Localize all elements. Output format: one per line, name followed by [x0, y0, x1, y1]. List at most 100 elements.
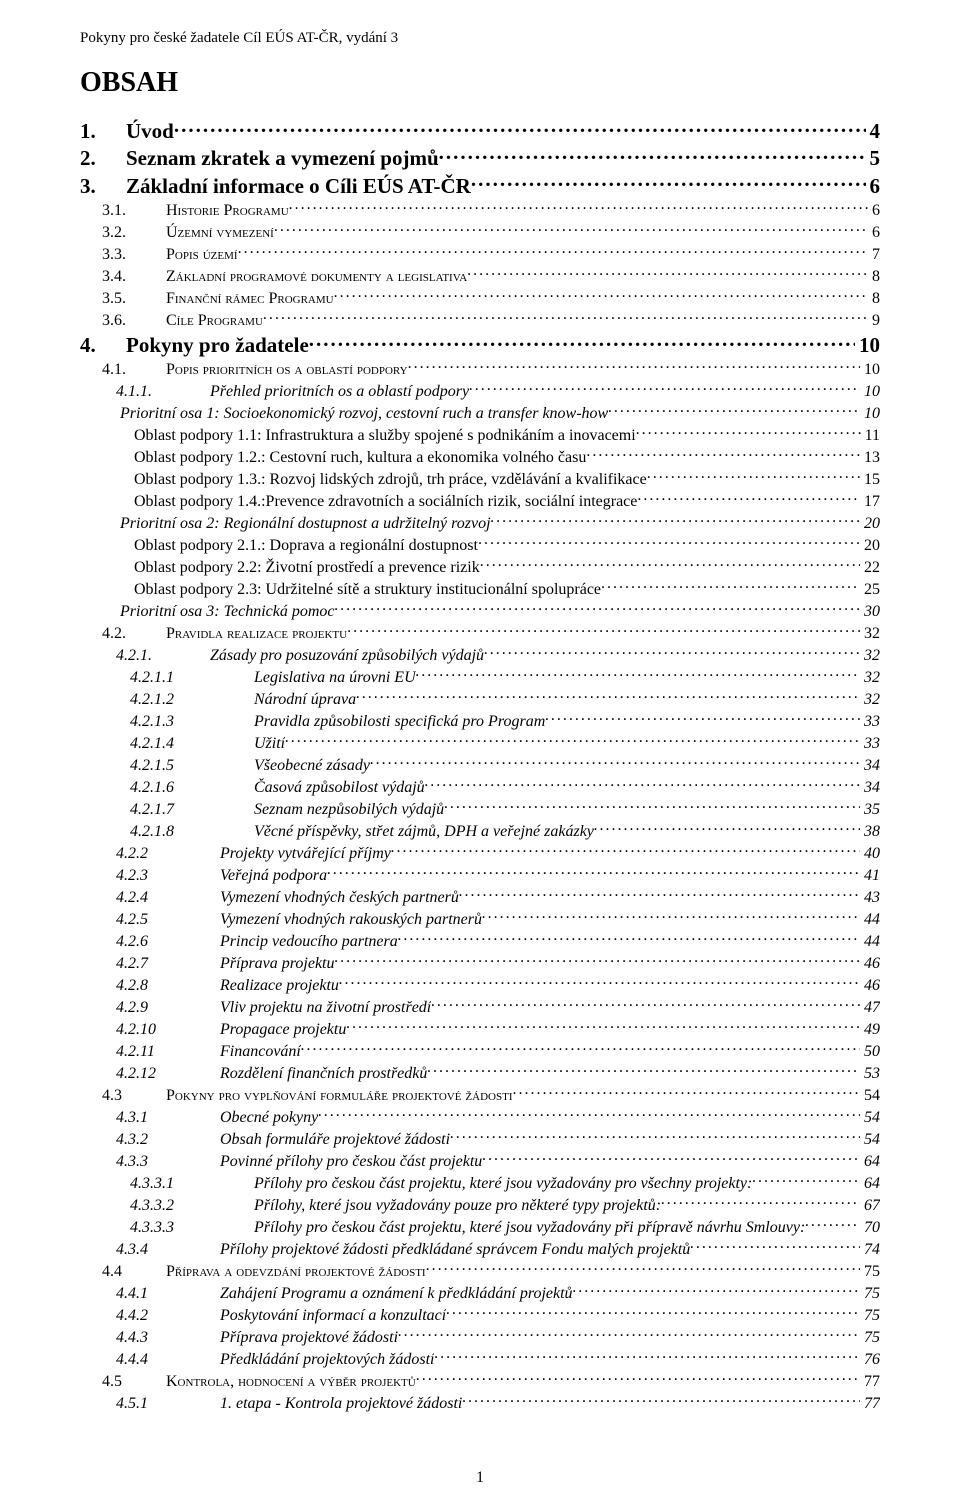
toc-leader-dots	[513, 1084, 861, 1100]
table-of-contents: 1.Úvod42.Seznam zkratek a vymezení pojmů…	[80, 117, 880, 1414]
toc-entry-page: 11	[861, 426, 880, 446]
toc-entry-page: 47	[860, 998, 880, 1018]
toc-leader-dots	[327, 864, 860, 880]
toc-leader-dots	[491, 512, 860, 528]
toc-entry-page: 17	[860, 492, 880, 512]
toc-entry-page: 74	[860, 1240, 880, 1260]
toc-entry-page: 75	[860, 1306, 880, 1326]
toc-entry-page: 10	[855, 332, 880, 358]
toc-leader-dots	[274, 221, 868, 237]
toc-entry-page: 7	[868, 245, 880, 265]
toc-entry: 4.3.3Povinné přílohy pro českou část pro…	[80, 1150, 880, 1172]
toc-leader-dots	[482, 1150, 860, 1166]
toc-entry-number: 4.4.1	[80, 1284, 216, 1304]
toc-leader-dots	[285, 732, 860, 748]
toc-entry-page: 44	[860, 932, 880, 952]
toc-entry: 4.2.5Vymezení vhodných rakouských partne…	[80, 908, 880, 930]
toc-entry-label: Popis prioritních os a oblastí podpory	[162, 360, 408, 380]
toc-leader-dots	[426, 1260, 860, 1276]
toc-entry-label: Propagace projektu	[216, 1020, 346, 1040]
toc-leader-dots	[174, 117, 866, 138]
toc-entry: Oblast podpory 2.2: Životní prostředí a …	[80, 556, 880, 578]
toc-entry-page: 34	[860, 756, 880, 776]
toc-leader-dots	[482, 908, 860, 924]
toc-leader-dots	[647, 468, 860, 484]
toc-entry-label: Povinné přílohy pro českou část projektu	[216, 1152, 482, 1172]
toc-entry-number: 4.2.1.3	[80, 712, 250, 732]
toc-leader-dots	[334, 287, 868, 303]
toc-entry: 4.2.4Vymezení vhodných českých partnerů4…	[80, 886, 880, 908]
toc-entry: 4.4.1Zahájení Programu a oznámení k před…	[80, 1282, 880, 1304]
toc-leader-dots	[347, 622, 860, 638]
toc-entry-label: Předkládání projektových žádostí	[216, 1350, 434, 1370]
toc-entry: 4.3.3.3Přílohy pro českou část projektu,…	[80, 1216, 880, 1238]
toc-entry: 3.1.Historie Programu6	[80, 199, 880, 221]
toc-leader-dots	[444, 798, 860, 814]
toc-entry-number: 4.3.3.3	[80, 1218, 250, 1238]
toc-entry: Prioritní osa 1: Socioekonomický rozvoj,…	[80, 402, 880, 424]
page-number: 1	[0, 1469, 960, 1487]
toc-entry-label: Všeobecné zásady	[250, 756, 370, 776]
toc-leader-dots	[480, 556, 860, 572]
toc-entry: Oblast podpory 1.3.: Rozvoj lidských zdr…	[80, 468, 880, 490]
toc-entry-number: 4.2.12	[80, 1064, 216, 1084]
toc-leader-dots	[289, 199, 868, 215]
toc-entry-page: 22	[860, 558, 880, 578]
toc-entry-label: Seznam zkratek a vymezení pojmů	[122, 145, 439, 171]
toc-entry-label: Přílohy pro českou část projektu, které …	[250, 1174, 752, 1194]
toc-entry-page: 8	[868, 289, 880, 309]
toc-entry: 2.Seznam zkratek a vymezení pojmů 5	[80, 144, 880, 171]
toc-leader-dots	[398, 1326, 860, 1342]
toc-entry-number: 4.	[80, 332, 122, 358]
toc-leader-dots	[263, 309, 868, 325]
toc-leader-dots	[690, 1238, 860, 1254]
toc-entry: 4.3.2Obsah formuláře projektové žádosti5…	[80, 1128, 880, 1150]
toc-entry-page: 15	[860, 470, 880, 490]
toc-entry-number: 4.3.3	[80, 1152, 216, 1172]
toc-entry-number: 4.4.4	[80, 1350, 216, 1370]
toc-leader-dots	[301, 1040, 860, 1056]
toc-leader-dots	[425, 776, 860, 792]
toc-entry-page: 50	[860, 1042, 880, 1062]
toc-entry-page: 34	[860, 778, 880, 798]
toc-leader-dots	[335, 600, 861, 616]
toc-entry-number: 4.2.5	[80, 910, 216, 930]
toc-entry-number: 2.	[80, 145, 122, 171]
toc-entry-label: Vymezení vhodných českých partnerů	[216, 888, 459, 908]
toc-entry-page: 46	[860, 954, 880, 974]
toc-entry-page: 25	[860, 580, 880, 600]
toc-entry: 4.2.1.4Užití33	[80, 732, 880, 754]
toc-entry-label: Oblast podpory 2.3: Udržitelné sítě a st…	[130, 580, 601, 600]
toc-entry-number: 3.3.	[80, 245, 162, 265]
toc-entry-page: 32	[860, 668, 880, 688]
toc-entry-page: 6	[866, 173, 881, 199]
toc-entry-page: 41	[860, 866, 880, 886]
toc-entry-label: Příprava projektu	[216, 954, 335, 974]
toc-entry-number: 4.4	[80, 1262, 162, 1282]
toc-entry: 4.3.3.2Přílohy, které jsou vyžadovány po…	[80, 1194, 880, 1216]
toc-entry-label: Kontrola, hodnocení a výběr projektů	[162, 1372, 416, 1392]
toc-leader-dots	[573, 1282, 860, 1298]
toc-entry: 4.3.4Přílohy projektové žádosti předklád…	[80, 1238, 880, 1260]
toc-entry-page: 43	[860, 888, 880, 908]
toc-entry-label: Veřejná podpora	[216, 866, 327, 886]
toc-entry-number: 4.2.1.7	[80, 800, 250, 820]
toc-entry-label: Princip vedoucího partnera	[216, 932, 398, 952]
toc-entry-number: 4.2.3	[80, 866, 216, 886]
toc-entry-label: Oblast podpory 2.2: Životní prostředí a …	[130, 558, 480, 578]
toc-entry-label: Zahájení Programu a oznámení k předkládá…	[216, 1284, 573, 1304]
toc-entry-label: Příprava projektové žádosti	[216, 1328, 398, 1348]
toc-leader-dots	[661, 1194, 860, 1210]
toc-entry-label: Prioritní osa 2: Regionální dostupnost a…	[116, 514, 491, 534]
toc-leader-dots	[431, 996, 860, 1012]
toc-entry-label: Užití	[250, 734, 285, 754]
toc-entry: 4.4.3Příprava projektové žádosti75	[80, 1326, 880, 1348]
toc-entry: 4.2.3Veřejná podpora 41	[80, 864, 880, 886]
toc-entry-label: Realizace projektu	[216, 976, 339, 996]
toc-entry-label: Pravidla realizace projektu	[162, 624, 347, 644]
toc-entry: Oblast podpory 1.1: Infrastruktura a slu…	[80, 424, 880, 446]
toc-entry-page: 5	[866, 145, 881, 171]
toc-entry-page: 33	[860, 712, 880, 732]
toc-entry-page: 44	[860, 910, 880, 930]
toc-entry-label: Finanční rámec Programu	[162, 289, 334, 309]
